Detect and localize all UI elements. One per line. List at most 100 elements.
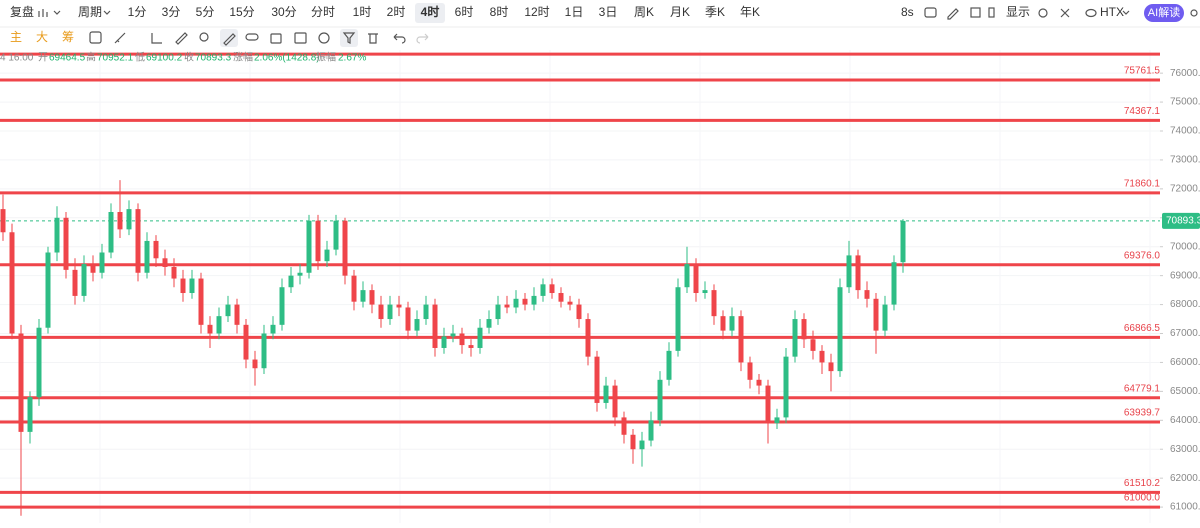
candle-body — [189, 278, 195, 294]
candle-body — [63, 217, 69, 270]
candle-body — [90, 264, 96, 273]
level-label: 69376.0 — [1124, 250, 1161, 261]
candle-body — [540, 284, 546, 296]
level-label: 71860.1 — [1124, 179, 1161, 190]
tool-icon[interactable] — [199, 32, 209, 42]
interval-button[interactable]: 15分 — [229, 5, 254, 19]
candle-body — [612, 385, 618, 418]
y-tick-label: 61000.0 — [1170, 502, 1200, 513]
toolbar — [0, 0, 1200, 27]
candle-body — [162, 258, 168, 267]
dropdown-icon[interactable] — [53, 10, 61, 15]
tool-icon[interactable] — [114, 32, 126, 44]
filter-icon[interactable] — [342, 32, 356, 44]
replay-button[interactable]: 复盘 — [10, 4, 34, 19]
tool-icon[interactable] — [270, 33, 282, 44]
candle-body — [567, 301, 573, 305]
draw-icon[interactable] — [947, 8, 959, 20]
tool-icon[interactable] — [294, 32, 307, 44]
period-button[interactable]: 周期 — [78, 5, 102, 19]
interval-button[interactable]: 1分 — [128, 5, 147, 19]
camera-icon[interactable] — [924, 7, 937, 18]
interval-button[interactable]: 1日 — [565, 5, 584, 19]
interval-button[interactable]: 8时 — [490, 5, 509, 19]
candle-body — [468, 345, 474, 348]
candle-body — [801, 319, 807, 340]
candle-body — [279, 287, 285, 325]
info-change: 2.06%(1428.8) — [254, 53, 320, 64]
level-label: 61000.0 — [1124, 493, 1161, 504]
tool-selected[interactable] — [340, 29, 358, 47]
big-order-button[interactable]: 大 — [36, 30, 48, 44]
interval-button[interactable]: 分时 — [311, 5, 335, 19]
candle-body — [324, 249, 330, 262]
candle-body — [0, 209, 6, 233]
y-tick-label: 68000.0 — [1170, 299, 1200, 310]
layout-icon[interactable] — [970, 7, 981, 18]
interval-button[interactable]: 5分 — [196, 5, 215, 19]
interval-button[interactable]: 1时 — [353, 5, 372, 19]
interval-button[interactable]: 6时 — [455, 5, 474, 19]
indicator-icon[interactable] — [38, 9, 48, 17]
dropdown-icon[interactable] — [1122, 10, 1130, 15]
candle-body — [747, 362, 753, 380]
interval-selected[interactable] — [415, 3, 445, 23]
delete-icon[interactable] — [368, 33, 378, 44]
candle-body — [441, 336, 447, 348]
candle-body — [126, 209, 132, 230]
candle-body — [144, 240, 150, 273]
info-label: 涨幅 — [233, 51, 253, 64]
main-indicator-button[interactable]: 主 — [10, 30, 22, 44]
candle-body — [828, 362, 834, 372]
candle-body — [432, 304, 438, 348]
panel-icon[interactable] — [988, 7, 995, 18]
y-tick-label: 66000.0 — [1170, 357, 1200, 368]
interval-button[interactable]: 年K — [740, 5, 760, 19]
candle-body — [882, 304, 888, 331]
info-label: 开 — [38, 53, 48, 64]
exchange-icon[interactable] — [1085, 8, 1097, 18]
interval-button[interactable]: 2时 — [387, 5, 406, 19]
share-icon[interactable] — [1190, 9, 1198, 17]
y-tick-label: 76000.0 — [1170, 68, 1200, 79]
ai-button-label[interactable]: AI解读 — [1148, 5, 1180, 19]
level-label: 61510.2 — [1124, 478, 1161, 489]
tool-icon[interactable] — [223, 33, 236, 46]
fullscreen-icon[interactable] — [1060, 8, 1070, 18]
undo-icon[interactable] — [393, 33, 406, 44]
y-tick-label: 67000.0 — [1170, 328, 1200, 339]
candle-body — [117, 212, 123, 230]
candle-body — [198, 278, 204, 325]
tool-icon[interactable] — [245, 33, 259, 41]
candle-body — [657, 379, 663, 421]
interval-button[interactable]: 3日 — [599, 5, 618, 19]
candle-body — [900, 220, 906, 263]
interval-button[interactable]: 30分 — [271, 5, 296, 19]
tool-icon[interactable] — [318, 32, 330, 44]
interval-button[interactable]: 4时 — [421, 4, 440, 19]
refresh-rate[interactable]: 8s — [901, 5, 914, 19]
tool-icon[interactable] — [89, 31, 102, 44]
interval-button[interactable]: 周K — [634, 5, 654, 19]
display-button[interactable]: 显示 — [1006, 5, 1030, 19]
info-label: 收 — [184, 51, 194, 64]
interval-button[interactable]: 季K — [705, 5, 725, 19]
y-tick-label: 75000.0 — [1170, 97, 1200, 108]
candle-body — [450, 333, 456, 337]
redo-icon[interactable] — [416, 33, 429, 44]
candle-body — [288, 275, 294, 288]
settings-icon[interactable] — [1038, 8, 1048, 18]
chips-button[interactable]: 筹 — [62, 30, 74, 44]
interval-button[interactable]: 12时 — [524, 5, 549, 19]
interval-button[interactable]: 3分 — [162, 5, 181, 19]
ai-button[interactable] — [1144, 4, 1184, 22]
candle-body — [549, 284, 555, 294]
interval-button[interactable]: 月K — [670, 5, 690, 19]
tool-icon[interactable] — [175, 32, 188, 45]
candle-body — [351, 275, 357, 302]
candle-body — [558, 293, 564, 302]
candle-body — [513, 298, 519, 308]
tool-icon[interactable] — [151, 33, 162, 44]
exchange-button[interactable]: HTX — [1100, 5, 1124, 19]
dropdown-icon[interactable] — [103, 10, 111, 15]
